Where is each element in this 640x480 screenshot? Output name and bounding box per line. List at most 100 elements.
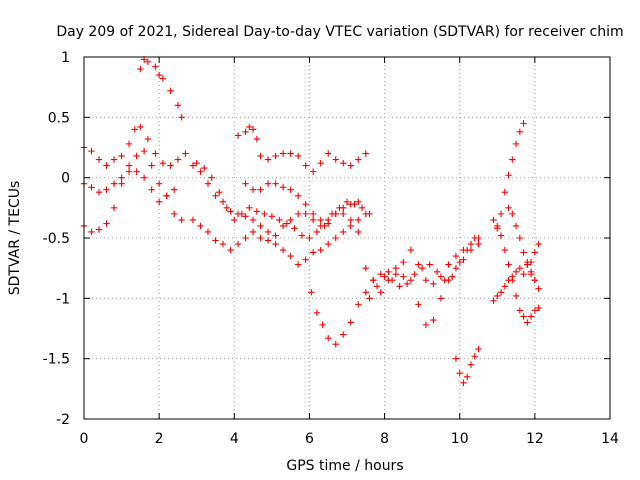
data-point [272,152,279,160]
data-point [527,313,535,320]
series-sat-f [189,216,362,268]
data-point [302,256,309,263]
data-point [167,87,174,94]
data-point [204,180,212,187]
data-point [268,213,276,220]
data-point [362,289,369,296]
data-point [88,228,95,236]
data-point [501,188,508,196]
data-point [163,192,170,199]
data-point [340,210,347,218]
data-point [332,210,339,218]
data-point [319,321,326,329]
data-point [520,120,527,127]
data-point [445,261,452,268]
data-point [524,319,531,326]
y-tick-label: 1 [61,50,70,66]
data-point [531,307,539,314]
data-point [355,228,362,236]
data-point [253,208,261,215]
data-point [257,234,264,242]
data-point [340,228,347,236]
series-sat-o [490,216,542,326]
data-point [137,123,144,131]
data-point [351,201,358,208]
data-point [234,132,242,139]
data-point [264,180,272,187]
data-point [516,128,524,136]
data-point [385,268,392,275]
data-point [279,246,287,254]
data-point [347,222,354,230]
data-point [227,208,234,215]
data-point [381,273,388,280]
data-point [501,283,508,290]
data-point [302,210,309,218]
data-point [242,234,249,242]
series-sat-b [80,147,185,236]
data-point [88,184,95,191]
data-point [403,280,411,288]
series-sat-l [370,240,482,329]
data-point [418,264,426,272]
data-point [216,188,223,196]
data-point [249,186,257,193]
data-point [103,186,110,193]
data-point [257,222,264,230]
data-point [219,198,227,205]
data-point [291,225,298,232]
data-point [317,159,324,167]
series-sat-e [189,162,369,239]
data-point [174,156,182,163]
data-point [396,283,403,290]
data-point [505,204,512,212]
data-point [441,277,448,284]
data-point [494,292,501,300]
data-points [80,56,542,386]
series-sat-m [366,234,478,302]
data-point [227,246,234,254]
data-point [524,261,531,268]
data-point [155,198,163,205]
data-point [471,234,478,242]
x-tick-label: 10 [451,431,469,447]
data-point [467,240,475,248]
data-point [494,222,501,230]
data-point [118,174,125,181]
data-point [362,264,369,272]
data-point [456,258,463,266]
data-point [294,210,302,218]
data-point [178,216,185,224]
data-point [467,361,475,368]
data-point [140,147,148,155]
x-tick-label: 14 [601,431,619,447]
data-point [249,216,257,224]
data-point [294,261,302,268]
data-point [535,304,542,312]
data-point [279,222,287,230]
plot-frame [83,56,611,420]
data-point [422,321,430,329]
data-point [155,71,163,79]
data-point [159,159,167,167]
y-tick-label: 0 [61,171,70,187]
data-point [355,301,362,308]
data-point [509,156,516,163]
data-point [407,277,415,284]
y-tick-label: -2 [56,412,70,428]
y-tick-label: -1.5 [43,352,70,368]
data-point [501,246,508,254]
data-point [189,162,197,169]
data-point [246,123,253,131]
data-point [174,102,182,109]
data-point [137,65,144,73]
x-axis-label: GPS time / hours [286,458,403,474]
data-point [287,216,294,224]
data-point [257,186,264,193]
data-point [373,283,381,290]
data-point [95,156,103,163]
data-point [178,114,185,121]
data-point [325,150,332,157]
data-point [325,334,332,342]
data-point [242,180,249,187]
